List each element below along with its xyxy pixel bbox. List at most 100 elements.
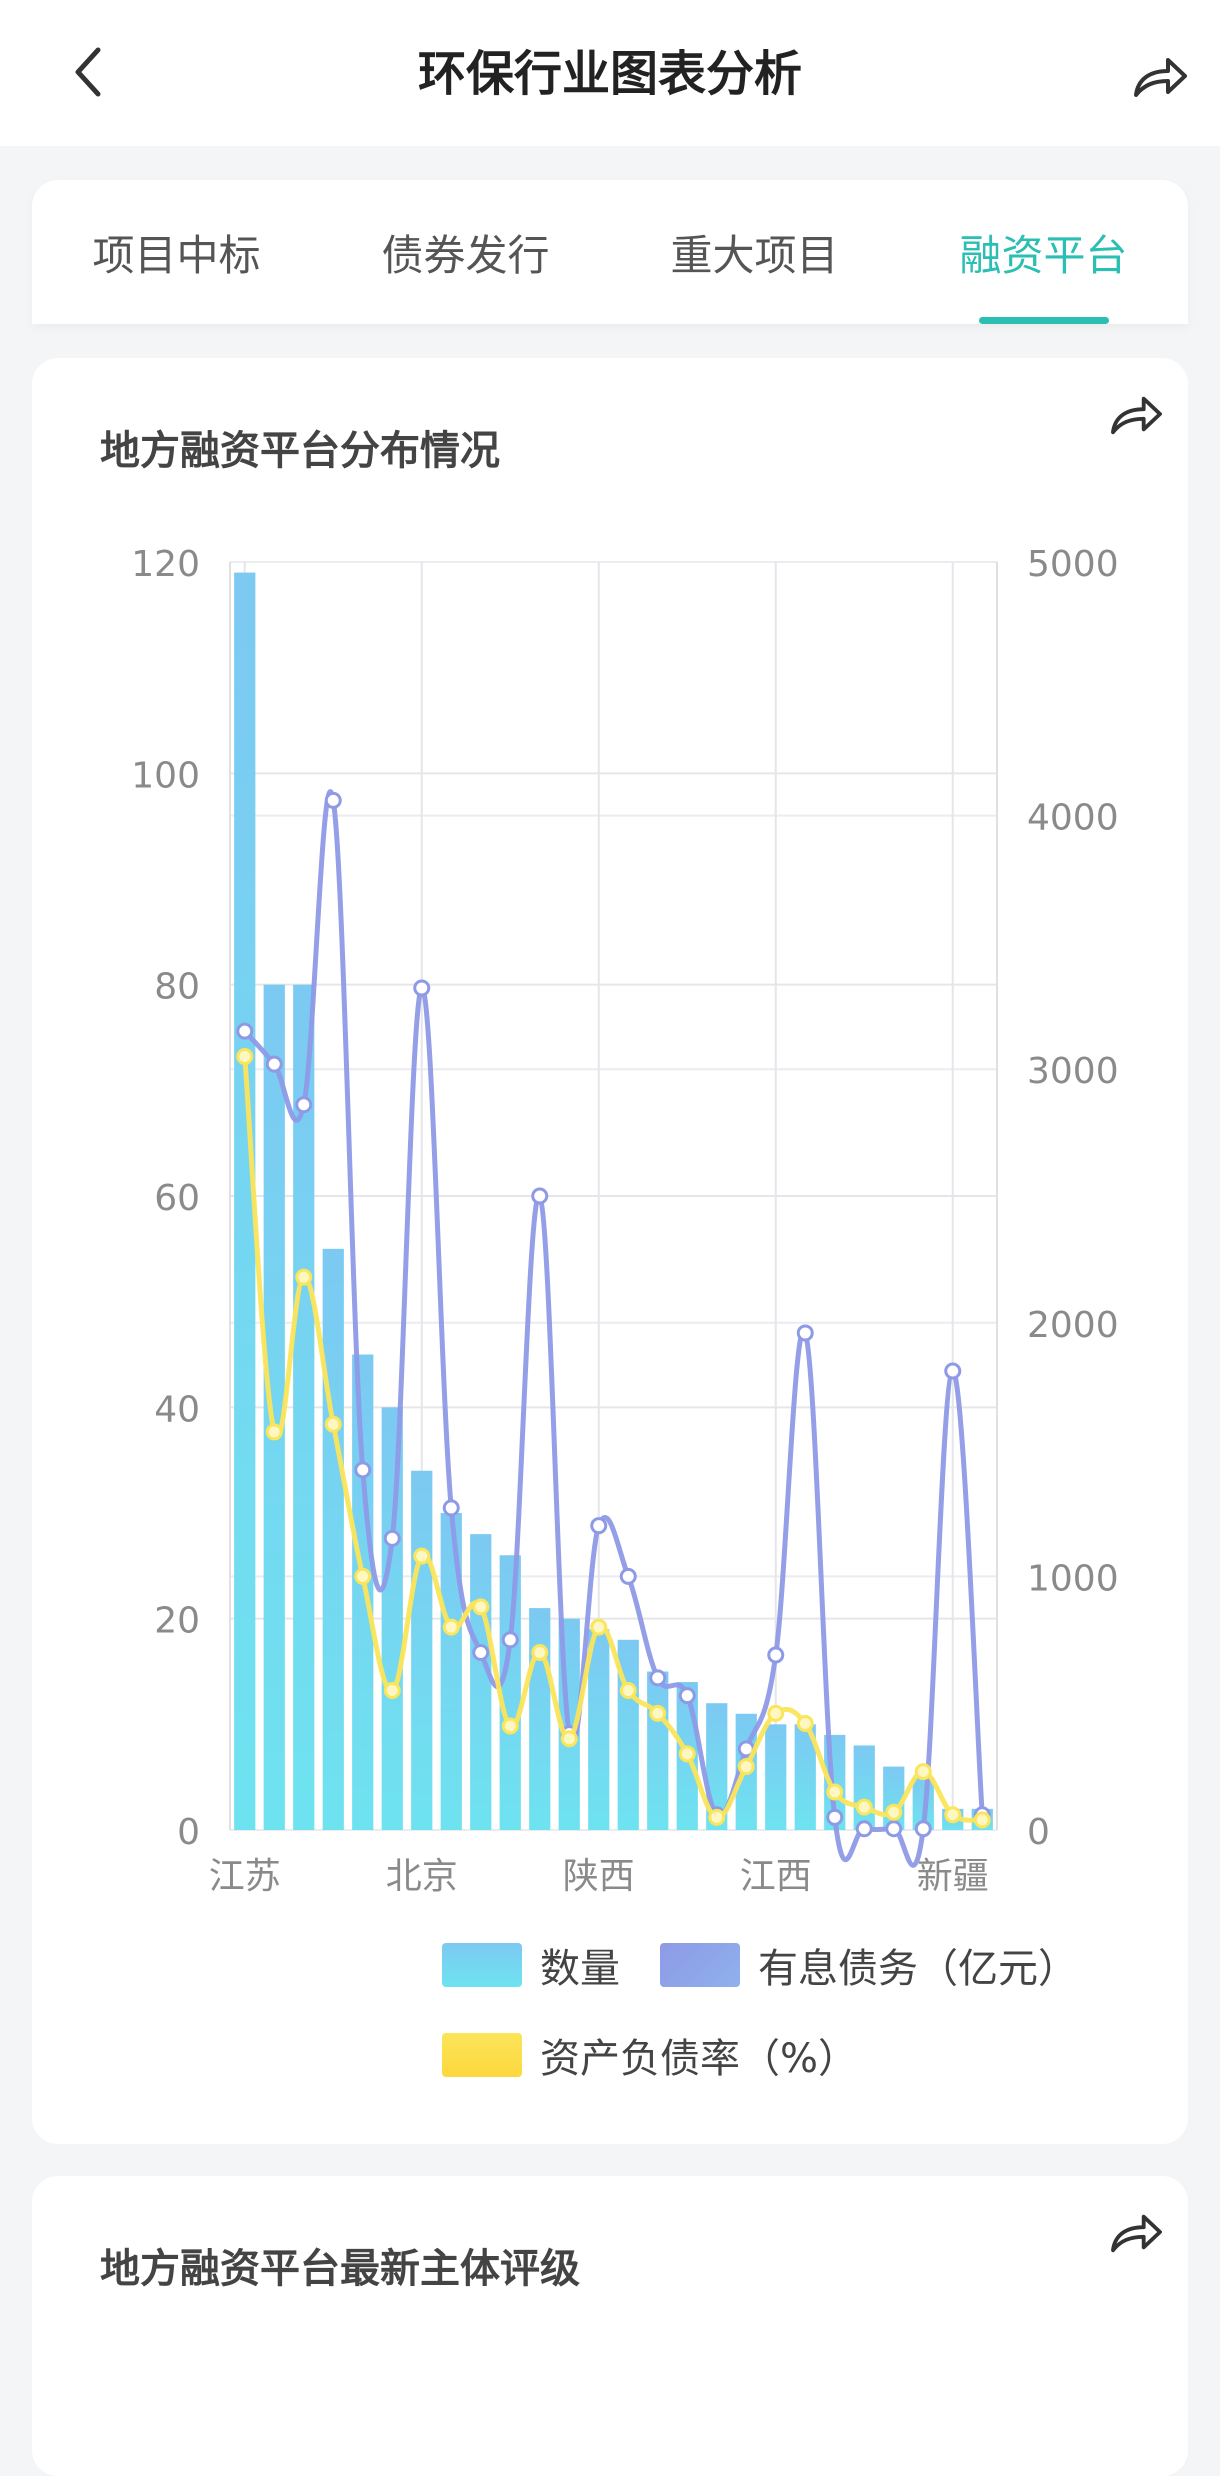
bar: [381, 1407, 403, 1830]
y-left-tick-label: 100: [131, 755, 200, 796]
bar: [499, 1555, 521, 1830]
y-right-tick-label: 5000: [1027, 544, 1119, 585]
tab-bond-issuance[interactable]: 债券发行: [321, 180, 610, 324]
debt-point: [885, 1820, 903, 1838]
ratio-point: [678, 1745, 696, 1763]
back-button[interactable]: [52, 36, 124, 108]
legend-swatch-ratio: [442, 2033, 522, 2077]
ratio-point: [442, 1618, 460, 1636]
ratio-point: [619, 1682, 637, 1700]
bar: [440, 1513, 462, 1830]
ratio-point: [737, 1758, 755, 1776]
share-arrow-icon: [1134, 58, 1187, 97]
x-tick-label: 江西: [740, 1856, 812, 1897]
chart-legend: 数量 有息债务（亿元） 资产负债率（%）: [442, 1936, 1142, 2084]
ratio-point: [383, 1682, 401, 1700]
bar: [853, 1745, 875, 1830]
debt-point: [501, 1631, 519, 1649]
x-tick-label: 北京: [386, 1856, 458, 1897]
x-tick-label: 陕西: [563, 1856, 635, 1897]
x-tick-label: 江苏: [209, 1856, 281, 1897]
debt-point: [413, 979, 431, 997]
legend-swatch-count: [442, 1943, 522, 1987]
y-right-tick-label: 3000: [1027, 1051, 1119, 1092]
financing-platform-chart: 0 20 40 60 80 100 120 0 1000 2000 3000 4000 5000 江苏 北京…: [131, 544, 1119, 1897]
y-left-tick-label: 80: [154, 967, 200, 1008]
ratio-point: [944, 1806, 962, 1824]
ratio-point: [236, 1048, 254, 1066]
ratio-point: [501, 1717, 519, 1735]
tab-major-projects[interactable]: 重大项目: [610, 180, 899, 324]
legend-item-debt[interactable]: 有息债务（亿元）: [660, 1936, 1078, 1994]
chart-card: 地方融资平台分布情况 0 20 40: [32, 358, 1188, 2144]
ratio-point: [472, 1598, 490, 1616]
debt-point: [472, 1643, 490, 1661]
debt-point: [619, 1567, 637, 1585]
legend-label-count: 数量: [540, 1946, 620, 1992]
y-right-tick-label: 1000: [1027, 1558, 1119, 1599]
top-navigation-bar: 环保行业图表分析: [0, 0, 1220, 146]
bar: [322, 1248, 344, 1830]
ratio-point: [531, 1643, 549, 1661]
y-left-tick-label: 0: [177, 1812, 200, 1853]
ratio-point: [708, 1808, 726, 1826]
bar: [352, 1354, 374, 1830]
ratio-point: [590, 1618, 608, 1636]
debt-point: [265, 1055, 283, 1073]
debt-point: [531, 1187, 549, 1205]
legend-label-ratio: 资产负债率（%）: [540, 2036, 859, 2082]
bar: [765, 1724, 787, 1830]
legend-item-count[interactable]: 数量: [442, 1936, 620, 1994]
bar: [263, 984, 285, 1830]
share-button[interactable]: [1122, 38, 1198, 114]
rating-card-title: 地方融资平台最新主体评级: [100, 2246, 580, 2292]
share-arrow-icon: [1111, 2214, 1162, 2253]
ratio-point: [767, 1704, 785, 1722]
tab-label: 债券发行: [381, 230, 550, 280]
tab-label: 融资平台: [959, 230, 1128, 280]
y-left-tick-label: 60: [154, 1178, 200, 1219]
ratio-point: [354, 1567, 372, 1585]
debt-point: [914, 1820, 932, 1838]
x-tick-label: 新疆: [917, 1856, 989, 1897]
tab-project-bids[interactable]: 项目中标: [32, 180, 321, 324]
debt-point: [442, 1499, 460, 1517]
bar: [470, 1534, 492, 1830]
ratio-point: [855, 1798, 873, 1816]
debt-point: [855, 1820, 873, 1838]
bar: [529, 1608, 551, 1830]
debt-point: [826, 1808, 844, 1826]
ratio-point: [796, 1714, 814, 1732]
debt-point: [324, 791, 342, 809]
ratio-point: [295, 1268, 313, 1286]
y-right-tick-label: 4000: [1027, 798, 1119, 839]
legend-label-debt: 有息债务（亿元）: [758, 1946, 1078, 1992]
rating-card: 地方融资平台最新主体评级: [32, 2176, 1188, 2476]
active-tab-indicator: [978, 317, 1109, 324]
ratio-point: [324, 1415, 342, 1433]
debt-point: [944, 1362, 962, 1380]
ratio-point: [560, 1730, 578, 1748]
debt-point: [796, 1324, 814, 1342]
debt-point: [354, 1461, 372, 1479]
ratio-point: [973, 1811, 991, 1829]
debt-point: [649, 1669, 667, 1687]
chevron-left-icon: [75, 47, 101, 97]
rating-share-button[interactable]: [1096, 2192, 1176, 2272]
ratio-point: [914, 1763, 932, 1781]
bar: [293, 984, 315, 1830]
legend-item-ratio[interactable]: 资产负债率（%）: [442, 2026, 858, 2084]
page-title: 环保行业图表分析: [417, 46, 802, 102]
ratio-point: [413, 1547, 431, 1565]
y-left-tick-label: 120: [131, 544, 200, 585]
chart-share-button[interactable]: [1096, 374, 1176, 454]
y-left-tick-label: 40: [154, 1389, 200, 1430]
debt-point: [295, 1096, 313, 1114]
y-right-tick-label: 0: [1027, 1812, 1050, 1853]
y-right-tick-label: 2000: [1027, 1305, 1119, 1346]
tab-financing-platform[interactable]: 融资平台: [899, 180, 1188, 324]
debt-point: [383, 1529, 401, 1547]
ratio-point: [265, 1423, 283, 1441]
debt-point: [236, 1022, 254, 1040]
tab-label: 项目中标: [92, 230, 261, 280]
